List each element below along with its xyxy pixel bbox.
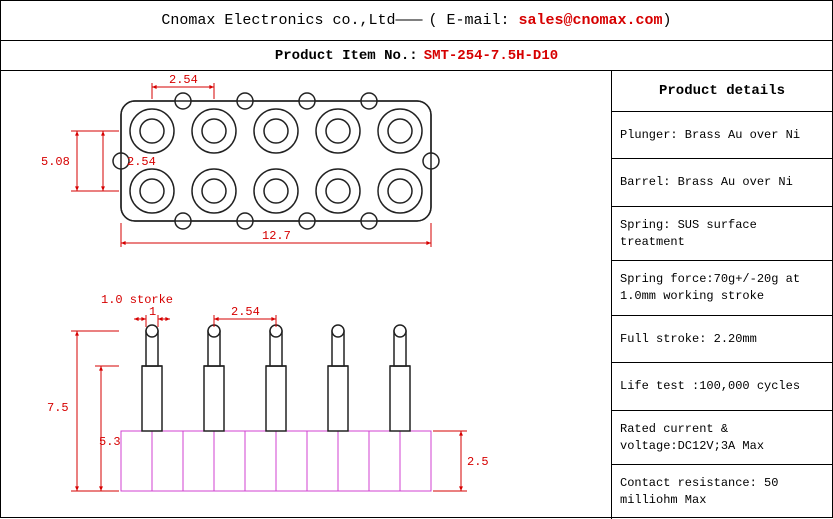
datasheet-sheet: Cnomax Electronics co.,Ltd ——— ( E-mail:…	[0, 0, 833, 518]
item-number-row: Product Item No.: SMT-254-7.5H-D10	[1, 41, 832, 71]
detail-contact-resistance: Contact resistance: 50 milliohm Max	[612, 465, 832, 519]
email-address[interactable]: sales@cnomax.com	[519, 12, 663, 29]
details-title: Product details	[612, 71, 832, 112]
item-label: Product Item No.:	[275, 48, 418, 64]
detail-full-stroke: Full stroke: 2.20mm	[612, 316, 832, 363]
detail-spring: Spring: SUS surface treatment	[612, 207, 832, 262]
svg-text:5.3: 5.3	[99, 435, 121, 449]
detail-plunger: Plunger: Brass Au over Ni	[612, 112, 832, 159]
detail-rated: Rated current & voltage:DC12V;3A Max	[612, 411, 832, 466]
svg-text:5.08: 5.08	[41, 155, 70, 169]
detail-barrel: Barrel: Brass Au over Ni	[612, 159, 832, 206]
email-label: ( E-mail:	[428, 12, 509, 29]
detail-spring-force: Spring force:70g+/-20g at 1.0mm working …	[612, 261, 832, 316]
svg-text:12.7: 12.7	[262, 229, 291, 243]
main-area: 2.545.082.5412.71.0 storke12.547.55.32.5…	[1, 71, 832, 519]
svg-text:1: 1	[149, 305, 156, 319]
svg-text:2.5: 2.5	[467, 455, 489, 469]
svg-text:2.54: 2.54	[169, 73, 198, 87]
svg-text:2.54: 2.54	[127, 155, 156, 169]
svg-text:7.5: 7.5	[47, 401, 69, 415]
drawing-area: 2.54 5.08 2.54 12.7 1.0 storke1 2.54 7.5 5.3 2.5	[1, 71, 612, 519]
dash: ———	[395, 12, 422, 29]
header-bar: Cnomax Electronics co.,Ltd ——— ( E-mail:…	[1, 1, 832, 41]
svg-text:2.54: 2.54	[231, 305, 260, 319]
email-close: )	[663, 12, 672, 29]
svg-text:1.0 storke: 1.0 storke	[101, 293, 173, 307]
technical-drawing: 2.54 5.08 2.54 12.7 1.0 storke1 2.54 7.5 5.3 2.5	[1, 71, 613, 519]
product-details-panel: Product details Plunger: Brass Au over N…	[612, 71, 832, 519]
detail-life-test: Life test :100,000 cycles	[612, 363, 832, 410]
company-name: Cnomax Electronics co.,Ltd	[161, 12, 395, 29]
item-number: SMT-254-7.5H-D10	[424, 48, 558, 64]
